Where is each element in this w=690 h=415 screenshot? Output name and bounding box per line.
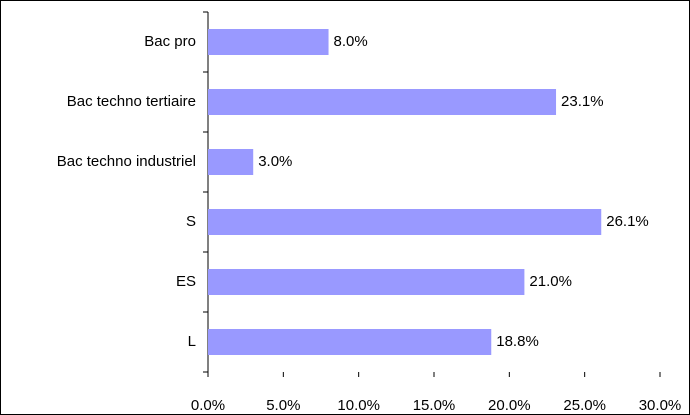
x-tick-label: 20.0% bbox=[488, 397, 531, 414]
y-tick-label: L bbox=[188, 333, 196, 350]
value-label: 18.8% bbox=[496, 333, 539, 350]
x-tick-label: 25.0% bbox=[563, 397, 606, 414]
y-tick-label: Bac techno industriel bbox=[57, 153, 196, 170]
value-label: 23.1% bbox=[561, 93, 604, 110]
bar bbox=[208, 209, 602, 235]
bar bbox=[208, 89, 557, 115]
x-tick-label: 0.0% bbox=[191, 397, 225, 414]
x-tick-label: 30.0% bbox=[639, 397, 682, 414]
bar bbox=[208, 149, 254, 175]
y-tick-label: Bac techno tertiaire bbox=[67, 93, 196, 110]
y-tick-label: S bbox=[186, 213, 196, 230]
value-label: 21.0% bbox=[529, 273, 572, 290]
y-tick-label: Bac pro bbox=[144, 33, 196, 50]
x-tick-label: 10.0% bbox=[337, 397, 380, 414]
value-label: 8.0% bbox=[334, 33, 368, 50]
bar bbox=[208, 29, 329, 55]
x-tick-label: 5.0% bbox=[266, 397, 300, 414]
bar bbox=[208, 269, 525, 295]
value-label: 26.1% bbox=[606, 213, 649, 230]
bar bbox=[208, 329, 492, 355]
value-label: 3.0% bbox=[258, 153, 292, 170]
y-tick-label: ES bbox=[176, 273, 196, 290]
x-tick-label: 15.0% bbox=[413, 397, 456, 414]
